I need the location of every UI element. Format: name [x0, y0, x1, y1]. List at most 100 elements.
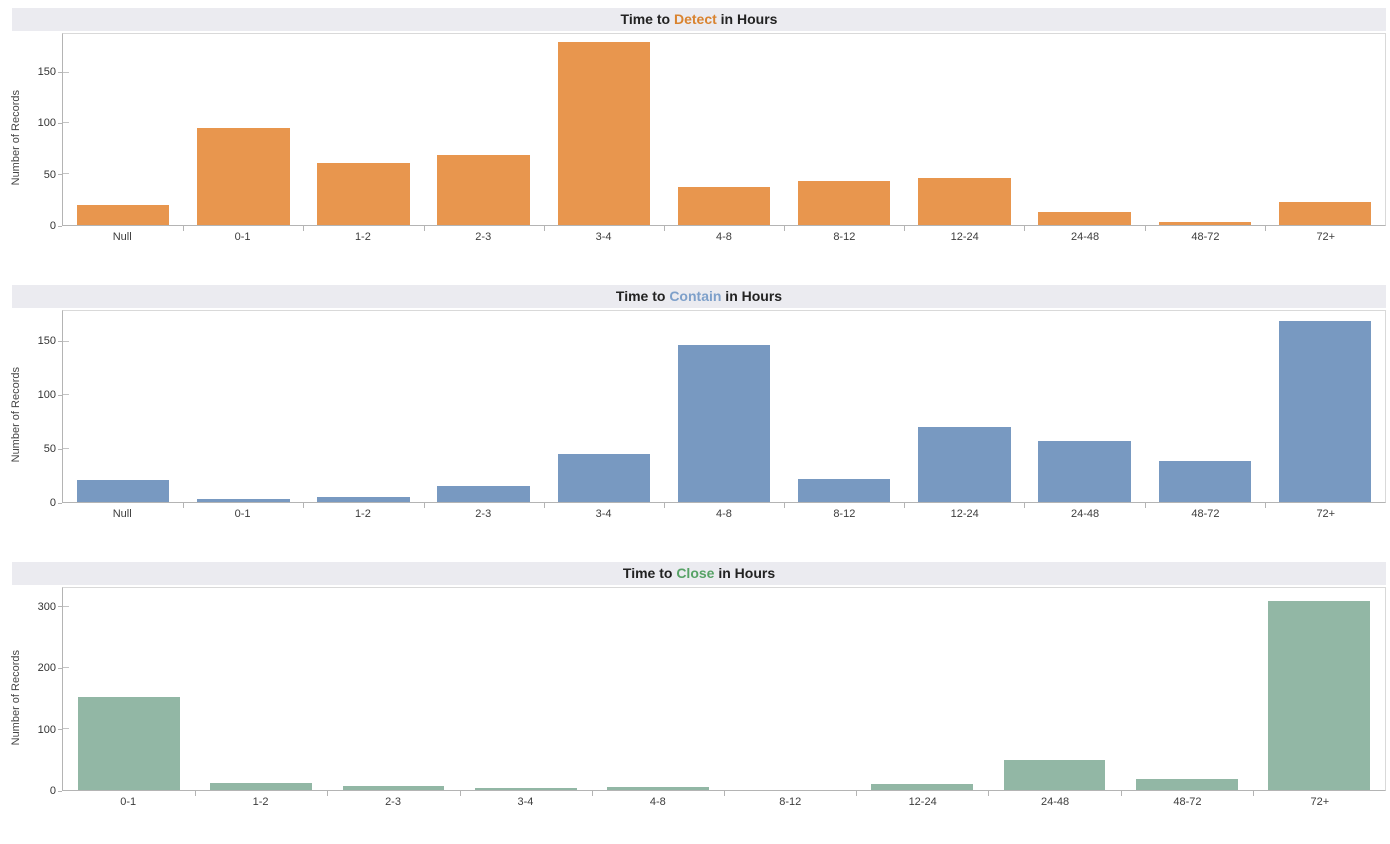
x-axis-label-48-72: 48-72 [1173, 796, 1202, 808]
plot-area-close [62, 587, 1386, 796]
bar-2-3[interactable] [437, 154, 530, 225]
y-axis-title: Number of Records [10, 90, 22, 186]
bar-4-8[interactable] [677, 345, 771, 502]
chart-panel-detect: Time to Detect in Hours Number of Record… [8, 8, 1386, 243]
bar-4-8[interactable] [677, 187, 771, 225]
x-axis-label-0-1: 0-1 [234, 508, 251, 520]
bar-8-12[interactable] [797, 181, 891, 225]
bar-series-close [63, 588, 1385, 790]
bar-slot [303, 34, 423, 225]
x-axis-tick-mark [1120, 791, 1122, 796]
x-axis-tick-mark [724, 791, 725, 796]
y-axis-tick: 100 [38, 724, 62, 736]
chart-title-contain: Time to Contain in Hours [12, 285, 1386, 308]
bar-Null[interactable] [76, 479, 170, 502]
y-gridline-stub [63, 667, 69, 669]
y-axis-tick-mark [58, 225, 62, 227]
x-axis-label-72+: 72+ [1310, 796, 1330, 808]
bar-1-2[interactable] [317, 496, 410, 502]
bar-12-24[interactable] [918, 178, 1011, 225]
x-axis-label-4-8: 4-8 [716, 508, 732, 520]
y-axis-tick-mark [58, 174, 62, 176]
y-axis: 0 50 100 150 [24, 310, 62, 509]
x-axis-tick-mark [303, 226, 305, 231]
bar-48-72[interactable] [1158, 221, 1252, 225]
y-axis-tick-label: 50 [43, 168, 56, 181]
bar-slot [424, 34, 544, 225]
y-gridline-stub [63, 122, 69, 124]
bar-Null[interactable] [76, 204, 170, 225]
y-axis-tick-mark [58, 448, 62, 450]
bar-12-24[interactable] [871, 783, 974, 790]
x-axis-label-72+: 72+ [1316, 508, 1336, 520]
x-axis-label-2-3: 2-3 [475, 508, 492, 520]
bar-8-12[interactable] [797, 478, 891, 502]
chart-panel-close: Time to Close in Hours Number of Records… [8, 562, 1386, 808]
x-axis-tick-mark [303, 503, 305, 508]
chart-title-detect: Time to Detect in Hours [12, 8, 1386, 31]
bar-12-24[interactable] [918, 427, 1011, 502]
x-axis-label-1-2: 1-2 [354, 508, 371, 520]
bar-24-48[interactable] [1003, 759, 1106, 790]
y-axis-tick-label: 50 [43, 443, 56, 456]
bar-24-48[interactable] [1038, 211, 1131, 225]
bar-48-72[interactable] [1135, 779, 1238, 790]
y-axis-tick: 0 [50, 220, 62, 232]
x-axis-tick-mark [543, 503, 545, 508]
bar-slot [904, 34, 1024, 225]
bar-slot [784, 311, 904, 502]
x-axis-tick-mark [1024, 226, 1026, 231]
bar-slot [183, 311, 303, 502]
x-axis-tick-mark [183, 226, 185, 231]
x-axis-tick-mark [988, 791, 990, 796]
x-axis-labels: 0-1 1-2 2-3 3-4 4-8 8-12 12-24 24-48 48-72 72+ [62, 791, 1386, 808]
x-axis-label-0-1: 0-1 [120, 796, 137, 808]
y-axis-tick: 150 [38, 335, 62, 347]
bar-72+[interactable] [1268, 601, 1370, 790]
x-axis-label-1-2: 1-2 [354, 231, 371, 243]
x-axis-tick-mark [904, 503, 906, 508]
x-axis-label-8-12: 8-12 [833, 508, 856, 520]
y-axis-tick-mark [58, 71, 62, 73]
x-axis-tick-mark [1144, 226, 1146, 231]
x-axis-label-2-3: 2-3 [385, 796, 401, 808]
x-axis-label-48-72: 48-72 [1191, 508, 1220, 520]
bar-3-4[interactable] [474, 788, 577, 790]
chart-title-close: Time to Close in Hours [12, 562, 1386, 585]
x-axis-label-8-12: 8-12 [833, 231, 856, 243]
x-axis-label-3-4: 3-4 [595, 231, 612, 243]
bar-4-8[interactable] [607, 786, 709, 790]
y-axis-tick: 50 [44, 443, 62, 455]
x-axis-tick-mark [663, 226, 665, 231]
y-axis-tick-mark [58, 340, 62, 342]
bar-72+[interactable] [1278, 201, 1372, 225]
bar-1-2[interactable] [317, 163, 410, 225]
bar-slot [63, 311, 183, 502]
bar-slot [460, 588, 592, 790]
bar-0-1[interactable] [78, 696, 180, 790]
bar-1-2[interactable] [210, 782, 313, 790]
bar-slot [1025, 34, 1145, 225]
y-axis-tick-label: 0 [49, 220, 56, 232]
y-axis-tick: 50 [44, 169, 62, 181]
x-axis-label-3-4: 3-4 [517, 796, 534, 808]
bar-slot [195, 588, 327, 790]
bar-2-3[interactable] [342, 786, 445, 790]
x-axis-tick-mark [784, 226, 786, 231]
y-axis-tick-mark [58, 729, 62, 731]
chart-title-suffix: in Hours [721, 288, 783, 304]
bar-0-1[interactable] [197, 128, 290, 225]
bar-24-48[interactable] [1038, 441, 1131, 502]
plot-area-detect [62, 33, 1386, 231]
bar-0-1[interactable] [197, 498, 290, 502]
bar-3-4[interactable] [557, 453, 651, 502]
bar-slot [784, 34, 904, 225]
x-axis-label-1-2: 1-2 [252, 796, 269, 808]
x-axis-tick-mark [784, 503, 786, 508]
bar-3-4[interactable] [557, 42, 651, 225]
bar-72+[interactable] [1278, 320, 1372, 502]
bar-48-72[interactable] [1158, 461, 1252, 502]
bar-2-3[interactable] [437, 486, 530, 502]
y-axis: 0 100 200 300 [24, 587, 62, 797]
y-axis-tick: 0 [50, 785, 62, 797]
